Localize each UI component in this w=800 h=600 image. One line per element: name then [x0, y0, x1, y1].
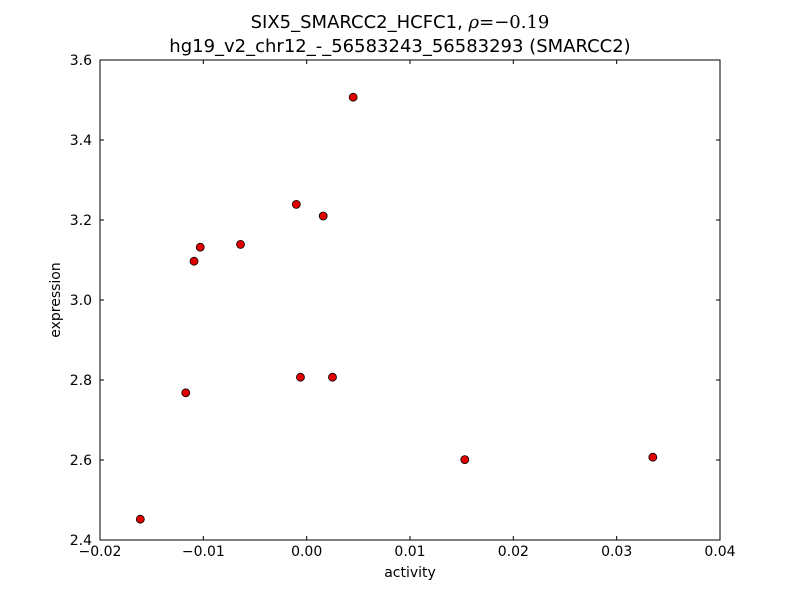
y-axis-label: expression — [48, 262, 64, 338]
y-tick-label: 3.2 — [70, 213, 92, 229]
y-tick-label: 2.8 — [70, 373, 92, 389]
data-point — [135, 514, 145, 524]
x-tick-label: 0.04 — [704, 544, 735, 560]
y-tick-label: 2.6 — [70, 453, 92, 469]
data-point — [460, 455, 470, 465]
chart-title-text: SIX5_SMARCC2_HCFC1, — [250, 12, 469, 33]
x-tick-label: 0.02 — [498, 544, 529, 560]
data-point — [195, 242, 205, 252]
plot-area — [99, 59, 721, 541]
data-point — [181, 388, 191, 398]
axis-ticks: −0.02 −0.01 0.00 0.01 0.02 0.03 0.04 2.4 2.6 2.8 3… — [70, 53, 736, 560]
x-tick-label: 0.01 — [394, 544, 425, 560]
data-point — [291, 199, 301, 209]
y-tick-label: 3.0 — [70, 293, 92, 309]
data-point — [348, 92, 358, 102]
data-point — [296, 372, 305, 382]
chart-title: SIX5_SMARCC2_HCFC1, ρ=−0.19 — [0, 12, 800, 33]
rho-value: =−0.19 — [479, 12, 550, 33]
x-axis-label: activity — [384, 565, 436, 581]
data-point — [648, 452, 658, 462]
rho-symbol: ρ — [468, 12, 480, 33]
data-point — [236, 239, 245, 249]
data-point — [189, 256, 199, 266]
chart-subtitle: hg19_v2_chr12_-_56583243_56583293 (SMARC… — [169, 36, 631, 57]
x-tick-label: 0.03 — [601, 544, 632, 560]
x-tick-label: −0.01 — [182, 544, 225, 560]
y-tick-label: 2.4 — [70, 533, 92, 549]
data-point — [318, 211, 328, 221]
y-tick-label: 3.4 — [70, 133, 92, 149]
data-point — [328, 372, 337, 382]
data-points — [135, 92, 658, 524]
y-tick-label: 3.6 — [70, 53, 92, 69]
x-tick-label: 0.00 — [291, 544, 322, 560]
x-tick-label: −0.02 — [79, 544, 122, 560]
